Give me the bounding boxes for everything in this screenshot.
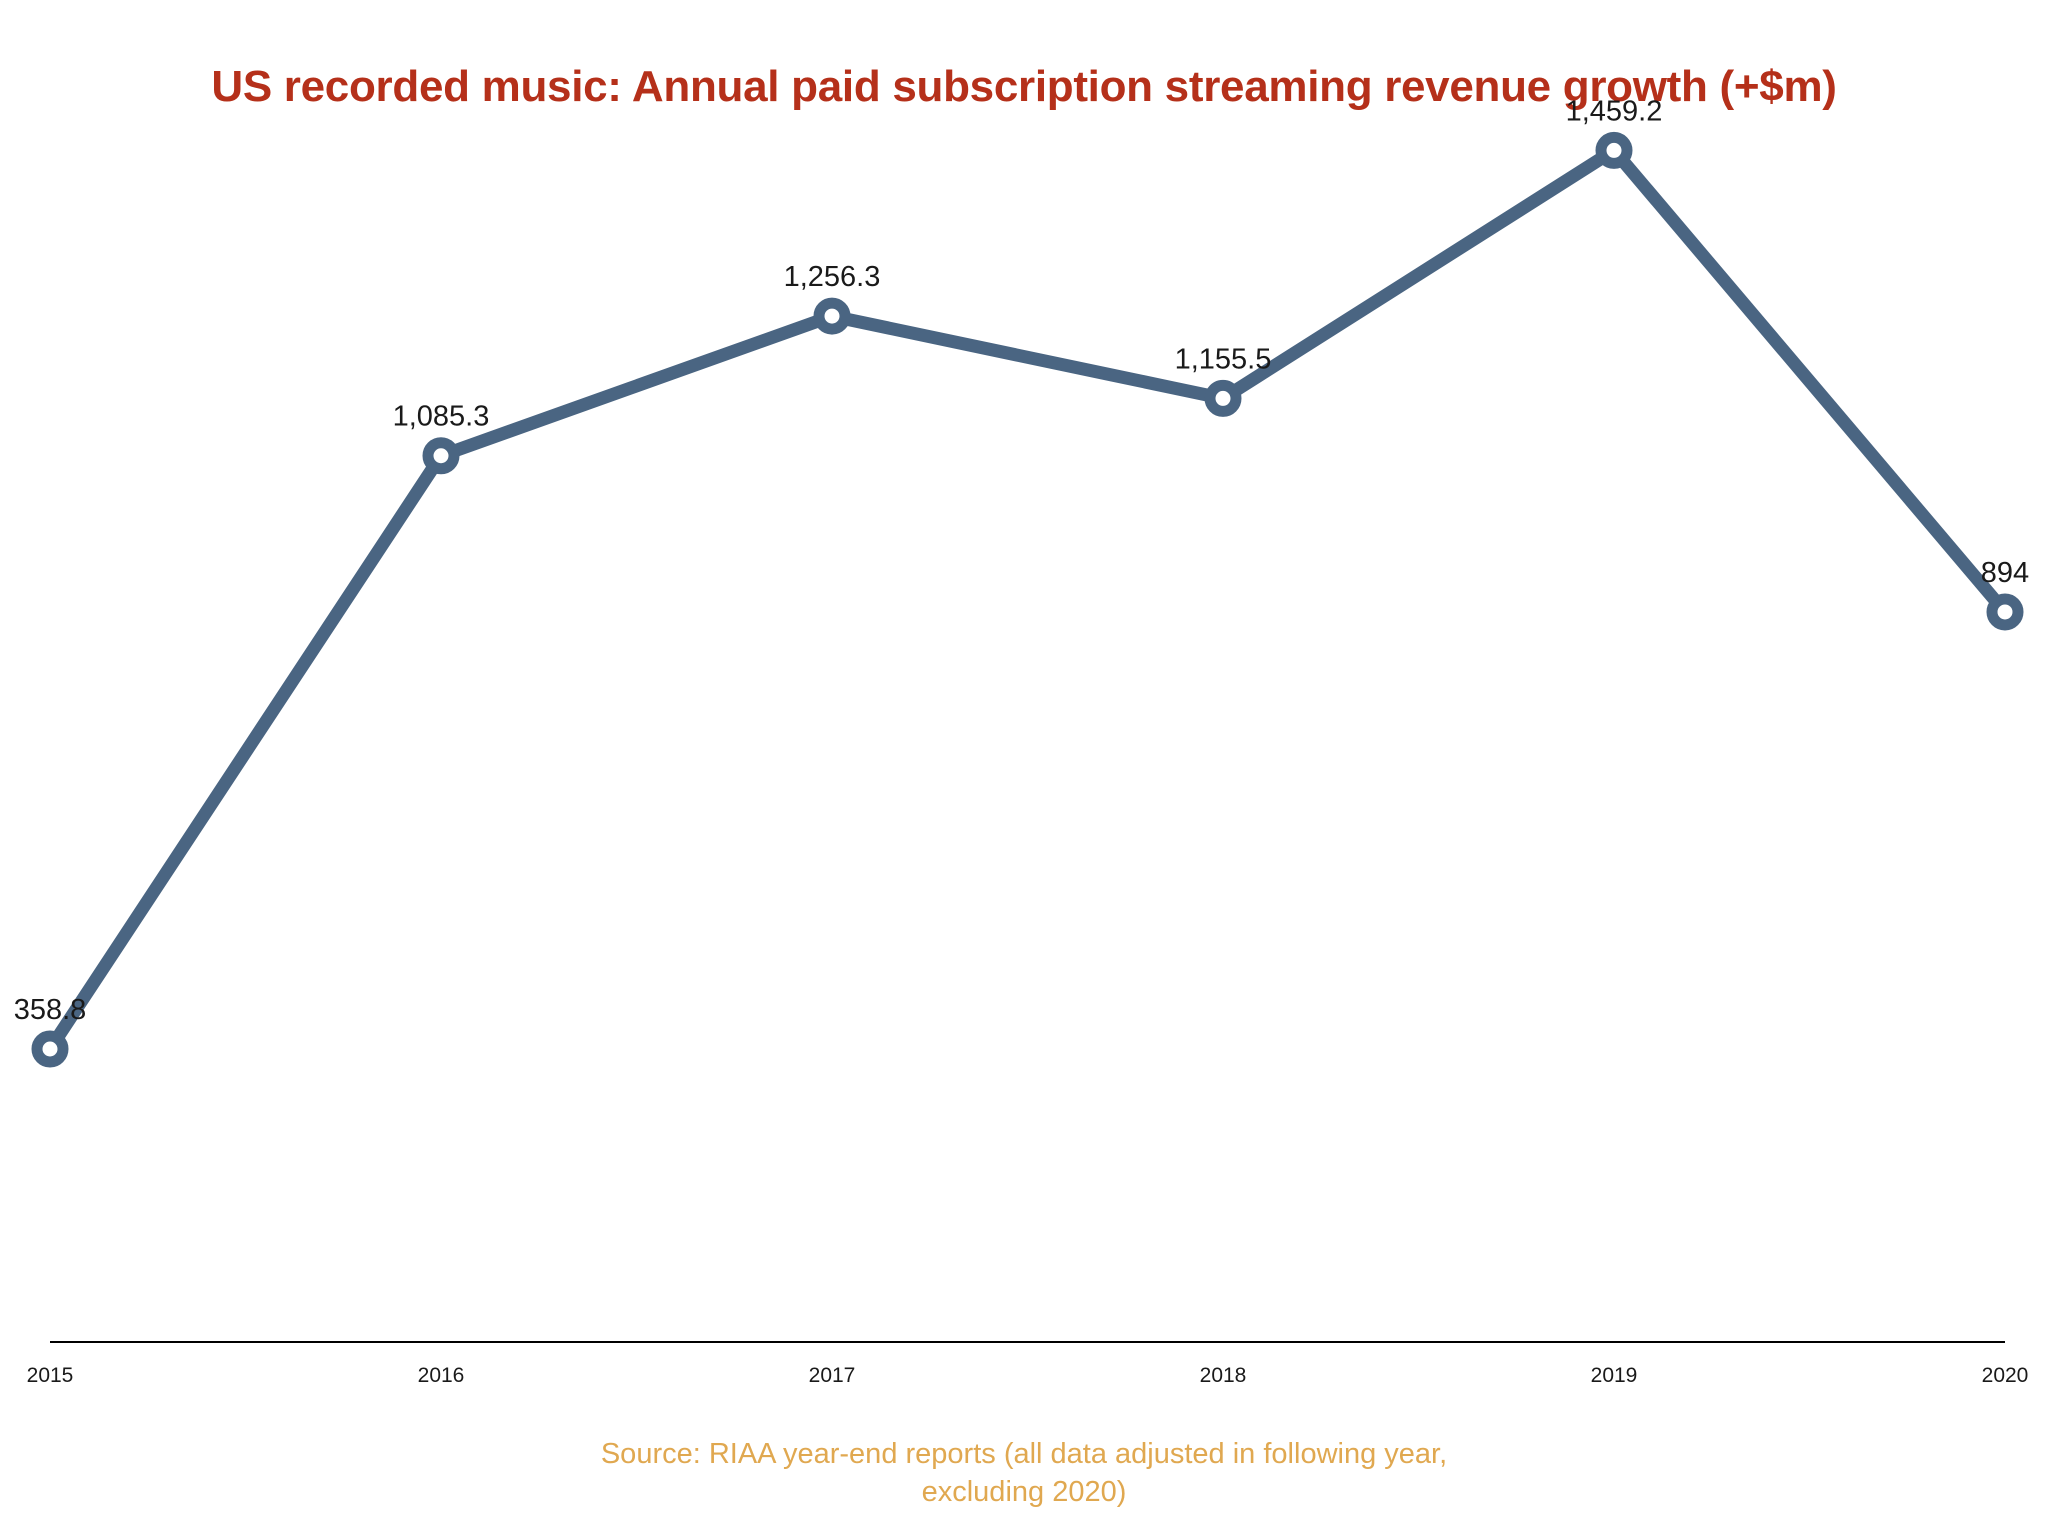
- series-line: [43, 143, 2012, 1056]
- source-line-1: Source: RIAA year-end reports (all data …: [600, 1438, 1448, 1470]
- data-label: 894: [1981, 557, 2029, 589]
- data-labels: 358.8 1,085.3 1,256.3 1,155.5 1,459.2 894: [14, 95, 2029, 1026]
- x-tick-label: 2020: [1982, 1364, 2029, 1387]
- data-point-marker: [813, 297, 851, 335]
- data-markers: [31, 131, 2024, 1068]
- data-label: 1,256.3: [784, 261, 881, 293]
- data-point-marker: [31, 1030, 69, 1068]
- x-tick-label: 2016: [418, 1364, 465, 1387]
- source-note: Source: RIAA year-end reports (all data …: [0, 1435, 2048, 1511]
- data-label: 358.8: [14, 994, 87, 1026]
- data-point-marker: [1204, 379, 1242, 417]
- data-point-marker: [422, 437, 460, 475]
- x-tick-label: 2015: [27, 1364, 74, 1387]
- data-point-marker: [1595, 131, 1633, 169]
- x-tick-label: 2017: [809, 1364, 856, 1387]
- x-tick-label: 2019: [1591, 1364, 1638, 1387]
- data-point-marker: [1986, 593, 2024, 631]
- data-label: 1,155.5: [1175, 343, 1272, 375]
- source-line-2: excluding 2020): [921, 1476, 1127, 1508]
- chart-title: US recorded music: Annual paid subscript…: [211, 62, 1837, 111]
- x-tick-label: 2018: [1200, 1364, 1247, 1387]
- data-label: 1,459.2: [1566, 95, 1663, 127]
- data-label: 1,085.3: [393, 401, 490, 433]
- x-tick-labels: 2015 2016 2017 2018 2019 2020: [27, 1364, 2029, 1387]
